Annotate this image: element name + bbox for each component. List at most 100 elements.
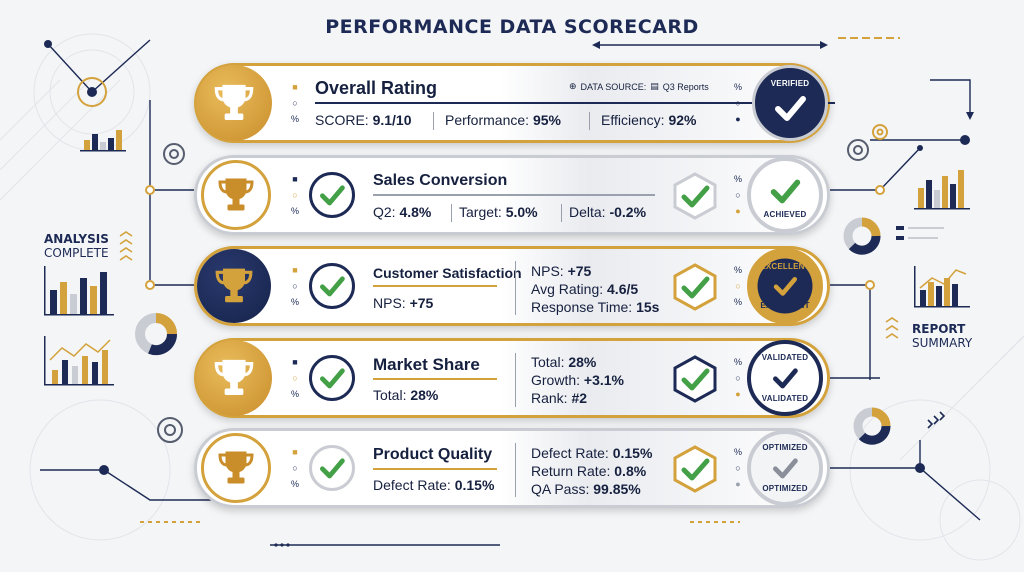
- mini-icons: % ○%: [733, 265, 742, 307]
- row-title: Sales Conversion: [373, 172, 508, 189]
- checkmark-icon: [769, 452, 801, 484]
- stat-defect-rate: Defect Rate: 0.15%: [373, 477, 494, 493]
- stat-target: Target: 5.0%: [459, 204, 538, 220]
- stat-value: 5.0%: [505, 204, 538, 220]
- mini-icons: ■ ○%: [290, 357, 299, 399]
- excellent-badge: EXCELLENT EXCELLENT: [747, 248, 823, 324]
- hexagon-check-icon: [673, 355, 717, 403]
- stat-total-right: Total: 28%: [531, 354, 596, 370]
- title-underline: [373, 468, 497, 470]
- badge-label: ACHIEVED: [763, 209, 807, 219]
- stat-growth: Growth: +3.1%: [531, 372, 624, 388]
- stat-performance: Performance: 95%: [445, 112, 561, 128]
- trophy-badge: [196, 340, 272, 416]
- data-source: ⊕ DATA SOURCE: ▤ Q3 Reports: [569, 81, 709, 92]
- stat-qa-pass: QA Pass: 99.85%: [531, 481, 641, 497]
- trophy-icon: [212, 356, 256, 400]
- stat-return-rate: Return Rate: 0.8%: [531, 463, 646, 479]
- stat-value: 0.15%: [454, 477, 495, 493]
- stat-score: SCORE: 9.1/10: [315, 112, 412, 128]
- stat-label: Target:: [459, 204, 506, 220]
- mini-icons: % ○ ●: [733, 82, 742, 124]
- row-overall-rating: ■ ○% Overall Rating ⊕ DATA SOURCE: ▤ Q3 R…: [194, 63, 835, 143]
- badge-label: VERIFIED: [770, 78, 810, 88]
- trophy-icon: [216, 175, 256, 215]
- mini-icons: ■ ○%: [290, 82, 299, 124]
- report-summary-label: REPORT SUMMARY: [912, 322, 972, 350]
- hexagon-check-icon: [673, 445, 717, 493]
- hexagon-check-icon: [673, 263, 717, 311]
- badge-label-top: OPTIMIZED: [762, 443, 808, 452]
- stat-label: QA Pass:: [531, 481, 594, 497]
- row-title: Product Quality: [373, 446, 493, 463]
- stat-response-time: Response Time: 15s: [531, 299, 659, 315]
- data-source-label: DATA SOURCE:: [580, 81, 647, 92]
- check-circle: [309, 263, 355, 309]
- stat-label: NPS:: [373, 295, 410, 311]
- stat-total: Total: 28%: [373, 387, 438, 403]
- checkmark-icon: [769, 362, 801, 394]
- divider: [515, 261, 516, 315]
- checkmark-icon: [766, 172, 804, 210]
- mini-icons: % ○ ●: [733, 447, 742, 489]
- checkmark-icon: [770, 271, 800, 301]
- stat-value: 15s: [636, 299, 660, 315]
- trophy-badge: [201, 433, 271, 503]
- check-circle: [309, 355, 355, 401]
- analysis-complete-label: ANALYSIS COMPLETE: [44, 232, 109, 260]
- checkmark-icon: [316, 179, 348, 211]
- check-circle: [309, 172, 355, 218]
- badge-label-bottom: OPTIMIZED: [762, 484, 808, 493]
- stat-value: #2: [571, 390, 588, 406]
- validated-badge: VALIDATED VALIDATED: [747, 340, 823, 416]
- stat-label: Return Rate:: [531, 463, 615, 479]
- donut-chart-icon: [135, 313, 178, 356]
- checkmark-icon: [316, 362, 348, 394]
- stat-label: Total:: [531, 354, 569, 370]
- stat-value: -0.2%: [609, 204, 647, 220]
- stat-value: 0.8%: [614, 463, 647, 479]
- stat-label: NPS:: [531, 263, 568, 279]
- stat-value: 4.6/5: [607, 281, 639, 297]
- stat-label: Growth:: [531, 372, 584, 388]
- data-source-value: Q3 Reports: [662, 81, 709, 92]
- stat-q2: Q2: 4.8%: [373, 204, 431, 220]
- optimized-badge: OPTIMIZED OPTIMIZED: [747, 430, 823, 506]
- divider: [561, 204, 562, 222]
- stat-value: +75: [567, 263, 592, 279]
- stat-value: +3.1%: [583, 372, 624, 388]
- mini-icons: % ○ ●: [733, 357, 742, 399]
- document-icon: ▤: [650, 81, 659, 91]
- mini-icons: ■ ○%: [290, 447, 299, 489]
- stat-delta: Delta: -0.2%: [569, 204, 646, 220]
- stat-efficiency: Efficiency: 92%: [601, 112, 696, 128]
- stat-value: 0.15%: [612, 445, 653, 461]
- title-underline: [373, 378, 497, 380]
- row-title: Market Share: [373, 355, 480, 374]
- stat-label: Total:: [373, 387, 411, 403]
- title-underline: [373, 194, 655, 196]
- page-title: PERFORMANCE DATA SCORECARD: [325, 16, 699, 38]
- title-underline: [315, 102, 835, 104]
- stat-label: Rank:: [531, 390, 572, 406]
- stat-label: SCORE:: [315, 112, 373, 128]
- stat-label: Avg Rating:: [531, 281, 608, 297]
- checkmark-icon: [316, 270, 348, 302]
- checkmark-icon: [770, 88, 810, 128]
- row-sales-conversion: ■ ○% Sales Conversion Q2: 4.8% Target: 5.…: [194, 155, 830, 235]
- stat-value: 99.85%: [593, 481, 641, 497]
- row-customer-satisfaction: ■ ○% Customer Satisfaction NPS: +75 NPS: …: [194, 246, 830, 326]
- divider: [589, 112, 590, 130]
- verified-badge: VERIFIED: [752, 65, 828, 141]
- divider: [433, 112, 434, 130]
- stat-avg-rating: Avg Rating: 4.6/5: [531, 281, 638, 297]
- gear-icon: [77, 77, 107, 107]
- stat-defect-rate-right: Defect Rate: 0.15%: [531, 445, 652, 461]
- summary-label: SUMMARY: [912, 336, 973, 350]
- mini-icons: % ○ ●: [733, 174, 742, 216]
- stat-value: 28%: [410, 387, 439, 403]
- badge-label-bottom: EXCELLENT: [760, 301, 810, 310]
- trophy-badge: [201, 160, 271, 230]
- trophy-icon: [213, 265, 255, 307]
- stat-rank: Rank: #2: [531, 390, 587, 406]
